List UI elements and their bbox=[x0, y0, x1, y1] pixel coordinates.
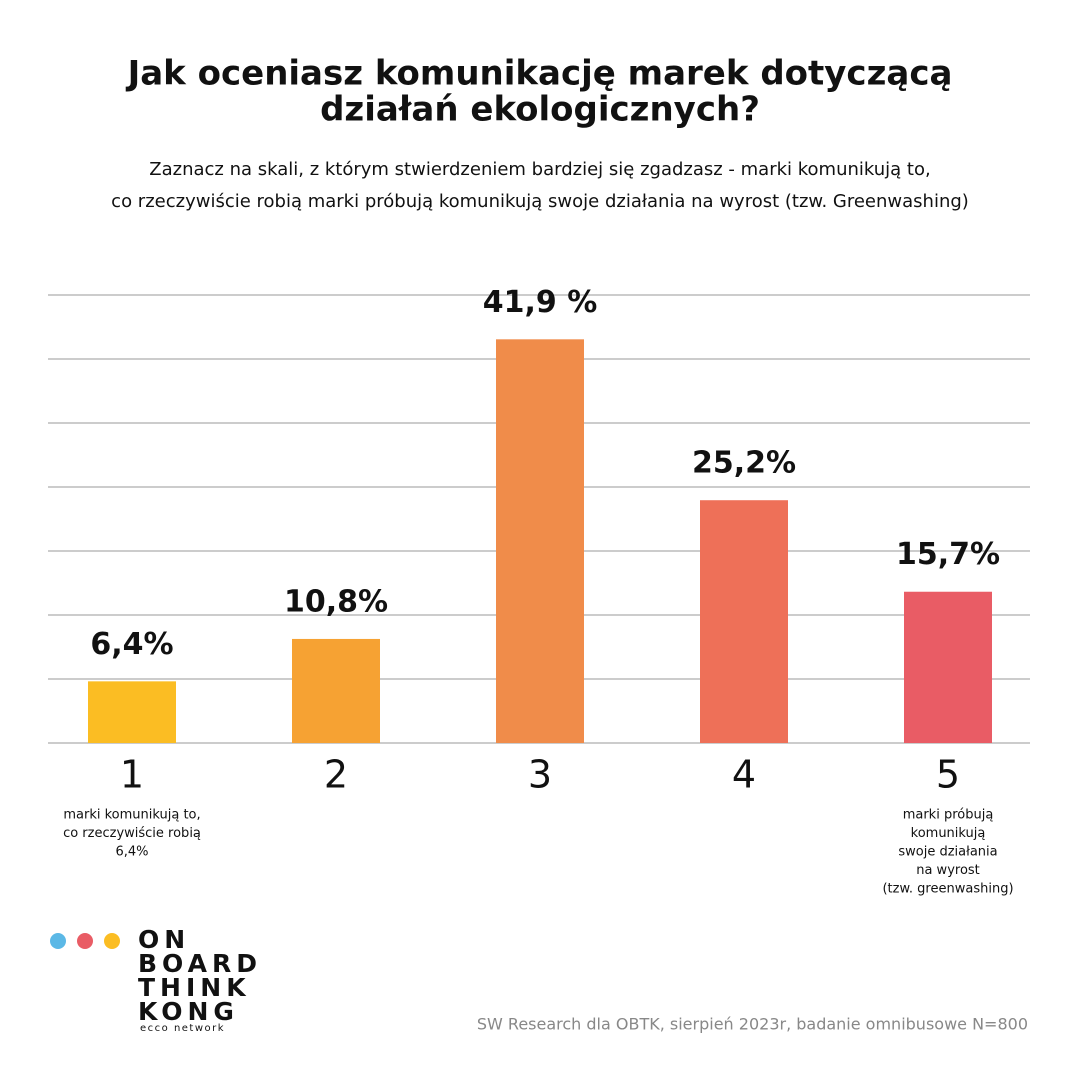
annotation: na wyrost bbox=[916, 863, 980, 878]
value-label: 41,9 % bbox=[483, 285, 598, 320]
annotation: marki komunikują to, bbox=[63, 808, 200, 823]
logo-dot bbox=[104, 933, 120, 949]
subtitle: co rzeczywiście robią marki próbują komu… bbox=[111, 191, 969, 212]
annotation: 6,4% bbox=[115, 845, 148, 860]
bar bbox=[292, 638, 380, 743]
bar bbox=[88, 681, 176, 743]
logo-tagline: ecco network bbox=[140, 1023, 225, 1034]
logo-text: THINK bbox=[138, 973, 251, 1002]
subtitle: Zaznacz na skali, z którym stwierdzeniem… bbox=[149, 159, 930, 180]
x-tick-label: 5 bbox=[936, 753, 960, 797]
annotation: komunikują bbox=[911, 826, 986, 841]
logo-text: KONG bbox=[138, 997, 239, 1026]
bar bbox=[496, 339, 584, 743]
x-tick-label: 1 bbox=[120, 753, 144, 797]
bar bbox=[700, 500, 788, 743]
annotation: marki próbują bbox=[903, 808, 994, 823]
x-tick-label: 2 bbox=[324, 753, 348, 797]
logo-text: BOARD bbox=[138, 949, 262, 978]
bar bbox=[904, 591, 992, 743]
chart-title: Jak oceniasz komunikację marek dotyczącą bbox=[126, 54, 953, 94]
value-label: 15,7% bbox=[896, 537, 1000, 572]
source: SW Research dla OBTK, sierpień 2023r, ba… bbox=[477, 1015, 1028, 1034]
logo-dot bbox=[50, 933, 66, 949]
chart-title: działań ekologicznych? bbox=[320, 90, 760, 130]
value-label: 10,8% bbox=[284, 584, 388, 619]
annotation: (tzw. greenwashing) bbox=[882, 882, 1013, 897]
value-label: 25,2% bbox=[692, 446, 796, 481]
annotation: co rzeczywiście robią bbox=[63, 826, 201, 841]
logo-text: ON bbox=[138, 925, 190, 954]
x-tick-label: 3 bbox=[528, 753, 552, 797]
logo-dot bbox=[77, 933, 93, 949]
value-label: 6,4% bbox=[90, 627, 173, 662]
x-tick-label: 4 bbox=[732, 753, 756, 797]
annotation: swoje działania bbox=[898, 845, 997, 860]
